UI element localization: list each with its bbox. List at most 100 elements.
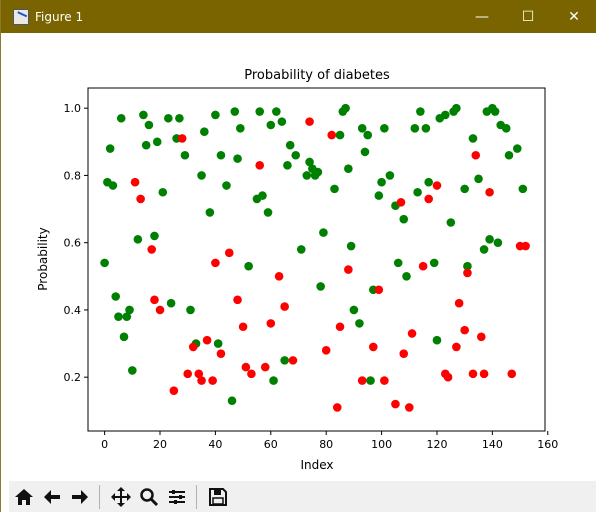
data-point	[197, 376, 206, 385]
x-tick-label: 140	[482, 438, 503, 451]
data-point	[385, 171, 395, 180]
data-point	[255, 107, 265, 116]
toolbar-separator	[196, 484, 197, 509]
save-icon[interactable]	[205, 484, 231, 510]
data-point	[260, 362, 270, 372]
data-point	[222, 181, 231, 190]
data-point	[114, 312, 123, 321]
data-point	[122, 312, 132, 321]
y-axis: 0.2 0.4 0.6 0.8 1.0	[64, 102, 88, 384]
back-arrow-icon[interactable]	[39, 484, 65, 510]
matplotlib-app-icon	[13, 8, 29, 25]
data-point	[111, 292, 120, 301]
data-point	[399, 214, 409, 224]
data-point	[205, 208, 215, 217]
x-tick-label: 80	[319, 438, 333, 451]
data-point	[391, 399, 400, 409]
data-point	[305, 117, 314, 126]
data-point	[100, 258, 109, 268]
scatter-chart: Probability of diabetes 0 20 40 60 80 100 120 1…	[36, 68, 558, 472]
data-point	[144, 120, 154, 130]
data-point	[355, 319, 364, 328]
data-point	[454, 298, 464, 308]
x-tick-label: 0	[101, 438, 108, 451]
data-point	[313, 167, 323, 177]
data-point	[238, 322, 248, 332]
x-tick-label: 120	[426, 438, 447, 451]
home-icon[interactable]	[11, 484, 37, 510]
data-point	[413, 187, 422, 197]
data-point	[285, 140, 295, 150]
y-tick-label: 0.4	[64, 304, 82, 317]
data-point	[485, 187, 494, 197]
data-point	[452, 342, 461, 352]
x-tick-label: 60	[264, 438, 278, 451]
data-point	[247, 369, 256, 379]
data-point	[302, 171, 312, 180]
close-button[interactable]: ✕	[568, 8, 580, 25]
data-point	[460, 325, 469, 335]
maximize-button[interactable]: ☐	[521, 8, 535, 25]
data-point	[216, 349, 226, 358]
data-point	[344, 164, 353, 174]
data-point	[283, 161, 292, 170]
data-point	[490, 107, 500, 116]
data-point	[468, 369, 478, 379]
data-point	[380, 124, 389, 133]
data-point	[108, 181, 118, 190]
data-point	[158, 187, 168, 197]
data-point	[280, 302, 289, 311]
data-point	[443, 372, 453, 382]
forward-arrow-icon[interactable]	[67, 484, 93, 510]
data-point	[155, 305, 165, 315]
configure-subplots-icon[interactable]	[164, 484, 190, 510]
pan-icon[interactable]	[108, 484, 134, 510]
data-point	[393, 258, 403, 268]
data-point	[266, 319, 276, 328]
data-point	[396, 198, 406, 207]
data-point	[266, 120, 276, 130]
data-point	[188, 342, 198, 352]
data-point	[335, 322, 345, 332]
data-point	[194, 369, 204, 379]
x-tick-label: 40	[208, 438, 222, 451]
figure-canvas[interactable]: Probability of diabetes 0 20 40 60 80 100 120 1…	[9, 33, 596, 481]
data-point	[277, 117, 287, 126]
data-point	[344, 265, 353, 274]
data-point	[241, 362, 251, 372]
data-point	[105, 144, 115, 153]
data-point	[479, 369, 489, 379]
data-point	[380, 376, 389, 385]
data-point	[175, 113, 184, 123]
data-point	[421, 124, 431, 133]
data-point	[272, 107, 281, 116]
data-point	[197, 171, 206, 180]
data-point	[230, 107, 240, 116]
y-tick-label: 1.0	[64, 102, 82, 115]
title-bar[interactable]: Figure 1 — ☐ ✕	[1, 0, 596, 33]
data-point	[374, 285, 384, 295]
chart-title: Probability of diabetes	[244, 68, 390, 83]
data-point	[211, 258, 220, 268]
data-point	[357, 124, 367, 133]
data-point	[476, 332, 486, 342]
data-point	[504, 150, 514, 160]
data-point	[211, 110, 220, 120]
data-points	[100, 103, 530, 412]
x-tick-label: 160	[537, 438, 558, 451]
data-point	[429, 258, 439, 268]
data-point	[404, 403, 414, 412]
data-point	[180, 150, 190, 160]
minimize-button[interactable]: —	[475, 8, 489, 25]
x-axis-label: Index	[300, 458, 333, 472]
data-point	[518, 184, 528, 194]
y-tick-label: 0.6	[64, 237, 82, 250]
data-point	[263, 208, 273, 217]
x-tick-label: 20	[153, 438, 167, 451]
x-tick-label: 100	[371, 438, 392, 451]
data-point	[208, 376, 217, 385]
data-point	[507, 369, 517, 379]
zoom-icon[interactable]	[136, 484, 162, 510]
data-point	[399, 349, 409, 358]
plot-area	[87, 87, 546, 432]
